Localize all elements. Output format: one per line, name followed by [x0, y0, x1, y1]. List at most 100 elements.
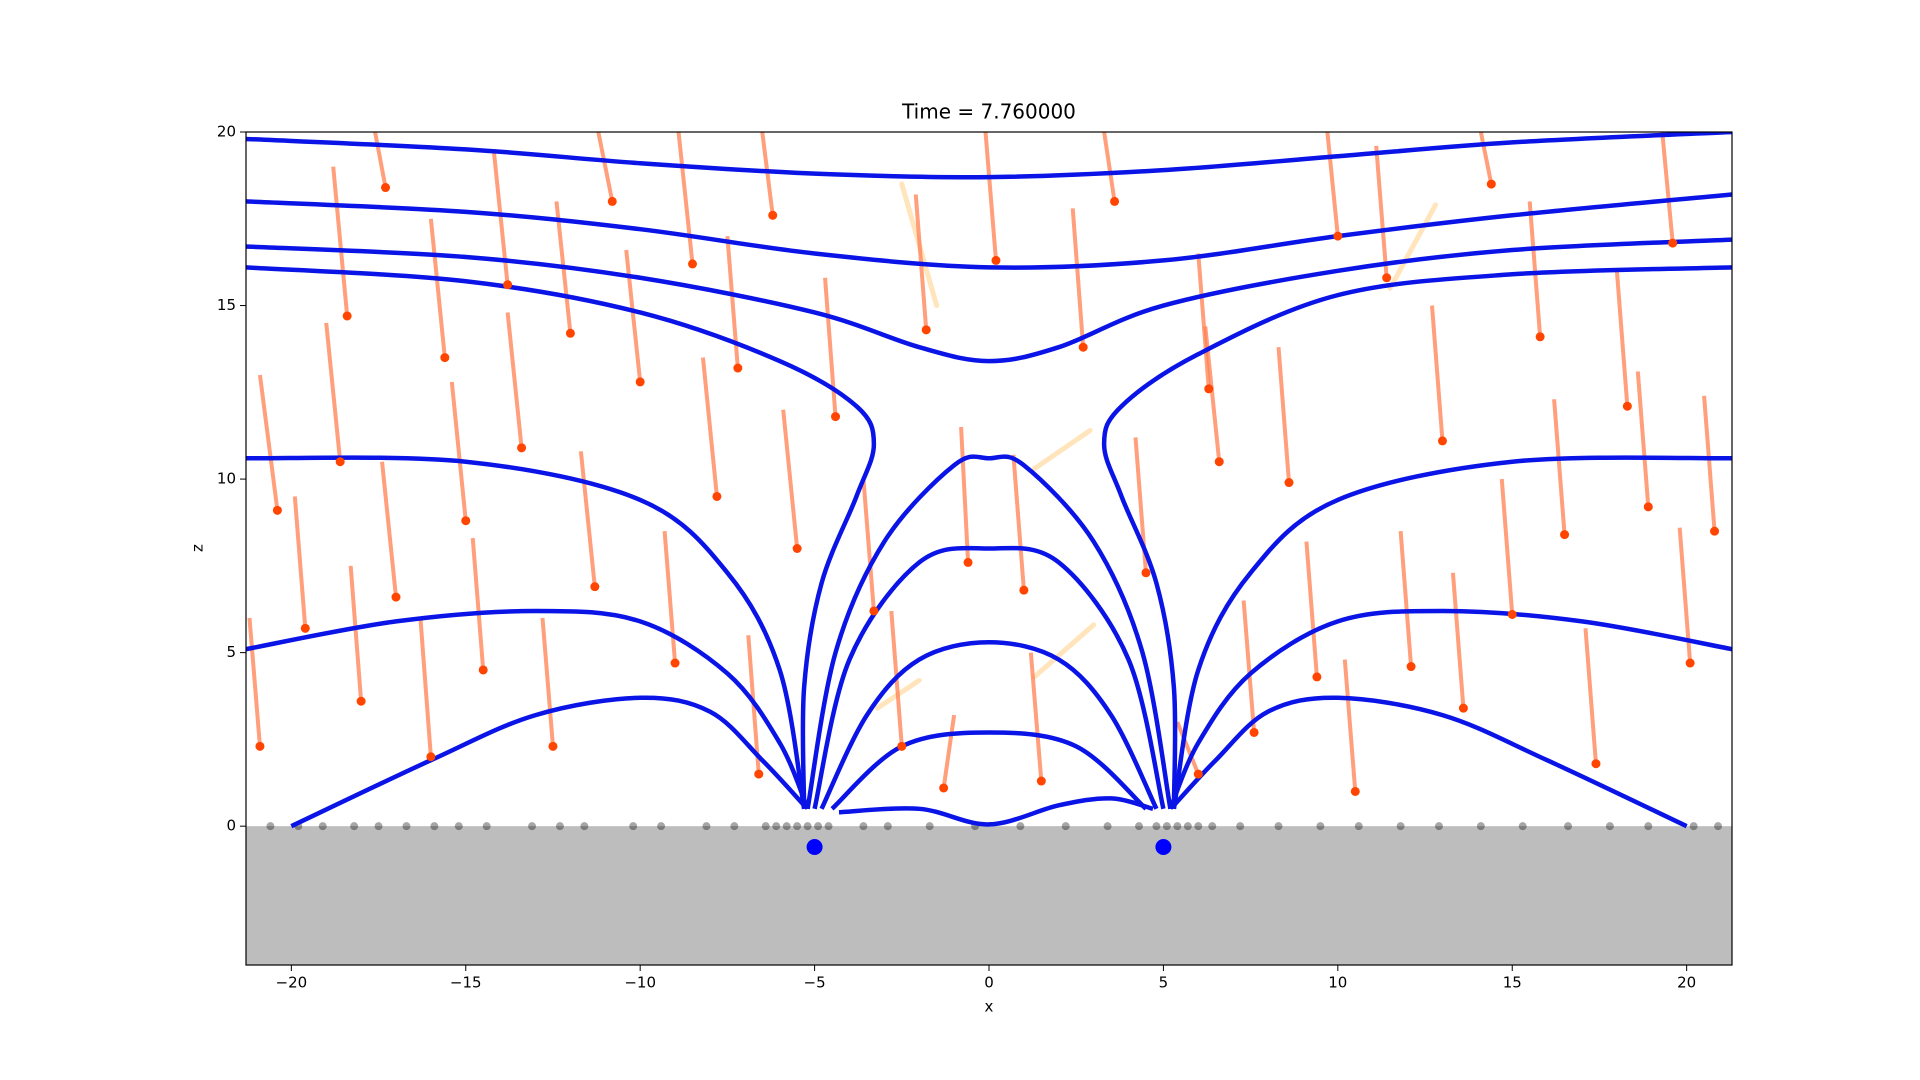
particle	[831, 412, 841, 422]
particle-trail	[941, 714, 957, 789]
particle	[1019, 585, 1029, 595]
particle	[607, 196, 617, 206]
particle	[503, 280, 513, 290]
particle	[335, 457, 345, 467]
deposited-particle	[803, 822, 812, 831]
particle-trail	[1070, 208, 1086, 348]
particle	[461, 516, 471, 526]
field-line	[246, 192, 1732, 270]
deposited-particle	[430, 822, 439, 831]
x-tick-label: 10	[1328, 974, 1347, 992]
deposited-particle	[1162, 822, 1171, 831]
field-line	[246, 132, 1732, 180]
deposited-particle	[761, 822, 770, 831]
x-tick-label: −5	[804, 974, 826, 992]
particle-trail	[428, 218, 447, 358]
y-tick-label: 10	[217, 470, 236, 488]
particle	[1437, 436, 1447, 446]
field-line	[819, 639, 1159, 810]
particle-trail	[324, 322, 343, 462]
particle-trail	[1241, 600, 1257, 733]
deposited-particle	[402, 822, 411, 831]
deposited-particle	[1236, 822, 1245, 831]
particle	[342, 311, 352, 321]
particle-trail	[781, 409, 800, 549]
deposited-particle	[1103, 822, 1112, 831]
particle	[1333, 231, 1343, 241]
deposited-particle	[350, 822, 359, 831]
particle-trail	[624, 249, 643, 383]
particle-trail	[760, 132, 775, 216]
field-line	[290, 695, 806, 829]
particle-trail	[1342, 659, 1358, 792]
field-line	[1101, 265, 1732, 809]
deposited-particle	[657, 822, 666, 831]
particle-trail	[1552, 399, 1567, 535]
particle-trail	[596, 132, 615, 202]
particle	[1591, 759, 1601, 769]
deposited-particle	[1061, 822, 1070, 831]
particle-trail	[1398, 530, 1414, 667]
y-axis-label: z	[189, 544, 207, 552]
deposited-particle	[580, 822, 589, 831]
particle-trail	[1583, 628, 1598, 764]
deposited-particle	[1714, 822, 1723, 831]
particle-trail	[257, 374, 280, 511]
plot-area	[246, 132, 1732, 965]
particle-trail	[292, 496, 308, 629]
particle-trail	[1276, 347, 1291, 483]
deposited-particle	[925, 822, 934, 831]
field-line	[812, 545, 1166, 810]
particle-trail	[823, 277, 838, 417]
deposited-particle	[1274, 822, 1283, 831]
x-tick-label: 0	[984, 974, 994, 992]
particle-trail	[373, 132, 388, 188]
x-axis-label: x	[985, 998, 994, 1016]
particle	[440, 353, 450, 363]
deposited-particle	[1316, 822, 1325, 831]
particle	[869, 606, 879, 616]
field-line	[830, 730, 1148, 811]
particle-trail	[861, 478, 876, 612]
particle	[517, 443, 527, 453]
neutral-trail	[1387, 202, 1438, 291]
particle	[590, 582, 600, 592]
particle-trail	[470, 537, 486, 671]
particle-trail	[1196, 253, 1211, 389]
particle	[635, 377, 645, 387]
deposited-particle	[702, 822, 711, 831]
neutral-trail	[1031, 427, 1093, 472]
chart-title: Time = 7.760000	[901, 100, 1076, 124]
particle	[1078, 342, 1088, 352]
deposited-particle	[1689, 822, 1698, 831]
particle-trail	[1011, 454, 1026, 591]
particle	[1458, 703, 1468, 713]
particle	[792, 544, 802, 553]
deposited-particle	[374, 822, 383, 831]
pole	[806, 838, 823, 855]
field-line	[838, 796, 1154, 827]
particle	[687, 259, 697, 269]
y-tick-label: 0	[226, 817, 236, 835]
x-tick-label: 5	[1159, 974, 1169, 992]
particle	[1685, 658, 1695, 668]
particle	[391, 592, 401, 602]
particle-trail	[725, 235, 740, 369]
particle	[1643, 502, 1653, 512]
particle-trail	[1635, 371, 1651, 508]
deposited-particle	[454, 822, 463, 831]
field-line	[1172, 695, 1688, 829]
deposited-particle	[1605, 822, 1614, 831]
particle	[768, 210, 778, 220]
particle-trail	[1175, 721, 1201, 775]
deposited-particle	[772, 822, 781, 831]
particle-trail	[959, 426, 971, 563]
particle-trail	[1028, 652, 1044, 782]
field-line	[246, 265, 877, 809]
deposited-particle	[859, 822, 868, 831]
particle	[1036, 776, 1046, 786]
particle	[1668, 238, 1678, 248]
particle-trail	[505, 312, 524, 449]
particle-trail	[1614, 270, 1630, 407]
deposited-particle	[1434, 822, 1443, 831]
